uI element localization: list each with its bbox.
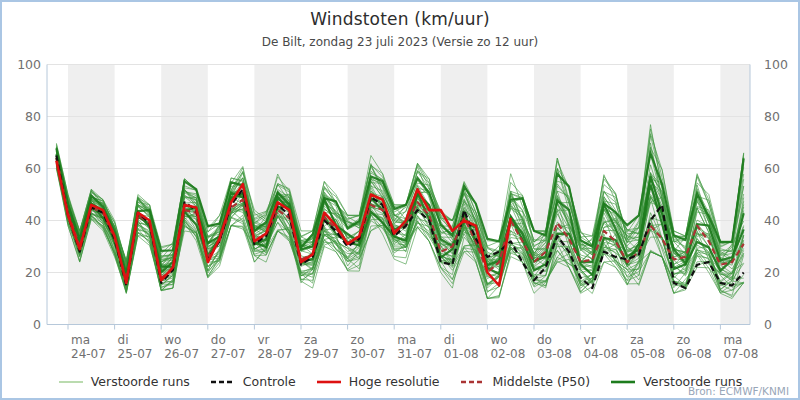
x-axis-date-label: 27-07 [211, 347, 246, 361]
y-axis-tick-label-right: 80 [764, 109, 780, 124]
legend-item-middelste-p50: Middelste (P50) [460, 374, 591, 389]
x-axis-day-label: wo [164, 333, 181, 347]
legend-swatch [58, 378, 84, 386]
y-axis-tick-label-right: 60 [764, 161, 780, 176]
x-axis-day-label: wo [490, 333, 507, 347]
x-axis-date-label: 24-07 [71, 347, 106, 361]
x-axis-date-label: 29-07 [304, 347, 339, 361]
legend-item-hoge-resolutie: Hoge resolutie [316, 374, 440, 389]
x-axis-day-label: za [630, 333, 644, 347]
legend-label: Hoge resolutie [349, 374, 440, 389]
y-axis-tick-label: 60 [25, 161, 41, 176]
y-axis-tick-label-right: 0 [764, 317, 772, 332]
y-axis-tick-label: 100 [17, 57, 41, 72]
source-credit: Bron: ECMWF/KNMI [688, 385, 789, 397]
x-axis-date-label: 25-07 [118, 347, 153, 361]
x-axis-day-label: do [211, 333, 226, 347]
x-axis-date-label: 28-07 [257, 347, 292, 361]
legend-swatch [460, 378, 486, 386]
legend-item-controle: Controle [210, 374, 296, 389]
x-axis-date-label: 06-08 [677, 347, 712, 361]
x-axis-date-label: 07-08 [723, 347, 758, 361]
y-axis-tick-label-right: 20 [764, 265, 780, 280]
y-axis-tick-label-right: 100 [764, 57, 788, 72]
x-axis-day-label: za [304, 333, 318, 347]
chart-legend: Verstoorde runs Controle Hoge resolutie Mid… [2, 374, 798, 389]
y-axis-tick-label: 80 [25, 109, 41, 124]
x-axis-date-label: 05-08 [630, 347, 665, 361]
x-axis-day-label: zo [351, 333, 365, 347]
y-axis-tick-label-right: 40 [764, 213, 780, 228]
x-axis-date-label: 30-07 [351, 347, 386, 361]
x-axis-date-label: 02-08 [490, 347, 525, 361]
x-axis-day-label: di [444, 333, 455, 347]
x-axis-date-label: 31-07 [397, 347, 432, 361]
x-axis-day-label: ma [71, 333, 90, 347]
x-axis-date-label: 01-08 [444, 347, 479, 361]
legend-label: Middelste (P50) [493, 374, 591, 389]
legend-label: Verstoorde runs [91, 374, 190, 389]
x-axis-day-label: di [118, 333, 129, 347]
y-axis-tick-label: 40 [25, 213, 41, 228]
x-axis-day-label: ma [397, 333, 416, 347]
forecast-plume-figure: Windstoten (km/uur) De Bilt, zondag 23 j… [0, 0, 800, 400]
x-axis-day-label: ma [723, 333, 742, 347]
legend-swatch [610, 378, 636, 386]
x-axis-day-label: vr [257, 333, 269, 347]
x-axis-day-label: zo [677, 333, 691, 347]
x-axis-date-label: 04-08 [584, 347, 619, 361]
x-axis-date-label: 03-08 [537, 347, 572, 361]
legend-swatch [316, 378, 342, 386]
y-axis-tick-label: 0 [33, 317, 41, 332]
x-axis-day-label: vr [584, 333, 596, 347]
legend-label: Controle [243, 374, 296, 389]
legend-swatch [210, 378, 236, 386]
plume-chart: 002020404060608080100100ma24-07di25-07wo… [2, 2, 798, 398]
x-axis-date-label: 26-07 [164, 347, 199, 361]
x-axis-day-label: do [537, 333, 552, 347]
legend-item-verstoorde-runs: Verstoorde runs [58, 374, 190, 389]
y-axis-tick-label: 20 [25, 265, 41, 280]
